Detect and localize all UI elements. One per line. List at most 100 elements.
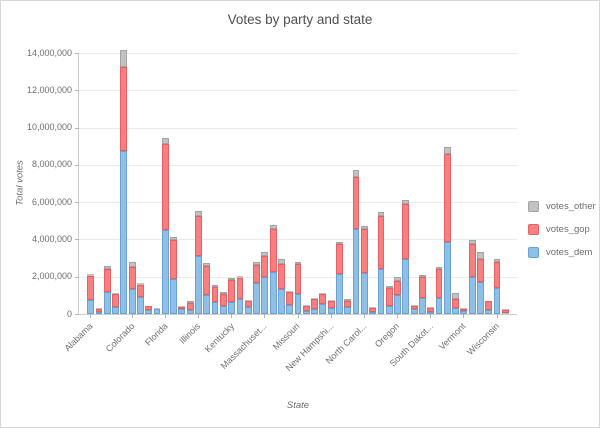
votes_other-segment[interactable] [95,308,103,309]
votes_gop-segment[interactable] [385,288,393,307]
votes_dem-segment[interactable] [369,312,377,314]
votes_gop-segment[interactable] [468,244,476,278]
votes_other-segment[interactable] [219,291,227,294]
votes_gop-segment[interactable] [394,280,401,296]
votes_other-segment[interactable] [435,267,443,270]
votes_other-segment[interactable] [302,304,310,306]
votes_other-segment[interactable] [369,307,377,308]
votes_other-segment[interactable] [352,170,360,177]
votes_other-segment[interactable] [278,259,285,264]
votes_other-segment[interactable] [311,298,318,300]
votes_dem-segment[interactable] [236,299,244,314]
votes_dem-segment[interactable] [493,288,501,314]
votes_gop-segment[interactable] [145,306,153,310]
votes_gop-segment[interactable] [178,306,186,310]
votes_other-segment[interactable] [485,300,493,302]
votes_dem-segment[interactable] [377,269,385,314]
votes_other-segment[interactable] [294,261,302,265]
votes_dem-segment[interactable] [302,310,310,314]
votes_gop-segment[interactable] [443,154,451,242]
votes_gop-segment[interactable] [302,305,310,311]
votes_dem-segment[interactable] [161,230,169,314]
votes_gop-segment[interactable] [236,277,244,300]
votes_dem-segment[interactable] [145,309,153,314]
votes_dem-segment[interactable] [352,229,360,314]
votes_dem-segment[interactable] [477,281,484,314]
votes_gop-segment[interactable] [228,279,236,303]
votes_other-segment[interactable] [410,305,418,306]
votes_dem-segment[interactable] [394,295,401,314]
votes_gop-segment[interactable] [352,176,360,230]
votes_other-segment[interactable] [203,263,211,266]
votes_dem-segment[interactable] [219,306,227,314]
votes_other-segment[interactable] [452,292,459,299]
votes_dem-segment[interactable] [319,303,327,314]
votes_gop-segment[interactable] [161,143,169,231]
votes_dem-segment[interactable] [460,310,468,314]
votes_gop-segment[interactable] [269,229,277,272]
votes_other-segment[interactable] [120,49,128,68]
votes_dem-segment[interactable] [120,150,128,314]
legend-item-votes_gop[interactable]: votes_gop [528,224,596,235]
votes_dem-segment[interactable] [443,241,451,314]
votes_other-segment[interactable] [443,146,451,155]
votes_dem-segment[interactable] [203,294,211,314]
votes_gop-segment[interactable] [112,294,119,307]
votes_dem-segment[interactable] [178,309,186,314]
votes_dem-segment[interactable] [452,308,459,314]
votes_dem-segment[interactable] [195,256,202,314]
votes_dem-segment[interactable] [112,306,119,314]
votes_dem-segment[interactable] [228,302,236,314]
votes_dem-segment[interactable] [211,301,219,314]
votes_other-segment[interactable] [186,300,194,303]
votes_dem-segment[interactable] [435,297,443,314]
votes_dem-segment[interactable] [344,306,352,314]
votes_gop-segment[interactable] [477,258,484,282]
votes_other-segment[interactable] [419,274,426,277]
votes_dem-segment[interactable] [286,304,294,314]
votes_other-segment[interactable] [137,283,144,285]
votes_dem-segment[interactable] [327,307,335,314]
votes_other-segment[interactable] [269,224,277,230]
votes_gop-segment[interactable] [278,263,285,289]
votes_other-segment[interactable] [385,286,393,289]
votes_dem-segment[interactable] [170,279,177,314]
votes_dem-segment[interactable] [278,288,285,314]
votes_gop-segment[interactable] [286,291,294,305]
votes_dem-segment[interactable] [410,309,418,314]
votes_other-segment[interactable] [402,200,410,205]
votes_other-segment[interactable] [394,276,401,281]
votes_gop-segment[interactable] [253,265,260,283]
votes_other-segment[interactable] [236,276,244,278]
votes_gop-segment[interactable] [170,240,177,279]
votes_gop-segment[interactable] [360,229,368,274]
votes_other-segment[interactable] [103,266,111,270]
votes_dem-segment[interactable] [261,276,269,314]
votes_other-segment[interactable] [211,284,219,287]
votes_gop-segment[interactable] [419,276,426,299]
votes_gop-segment[interactable] [120,67,128,151]
votes_gop-segment[interactable] [186,302,194,311]
votes_gop-segment[interactable] [319,294,327,304]
votes_other-segment[interactable] [468,239,476,245]
votes_gop-segment[interactable] [261,256,269,277]
votes_dem-segment[interactable] [485,310,493,314]
votes_gop-segment[interactable] [410,305,418,310]
votes_gop-segment[interactable] [195,216,202,257]
votes_other-segment[interactable] [261,252,269,257]
votes_gop-segment[interactable] [327,301,335,308]
votes_other-segment[interactable] [128,262,136,267]
votes_gop-segment[interactable] [244,301,252,308]
votes_gop-segment[interactable] [95,308,103,312]
votes_gop-segment[interactable] [501,309,509,313]
votes_dem-segment[interactable] [186,310,194,314]
votes_gop-segment[interactable] [435,269,443,298]
votes_dem-segment[interactable] [501,312,509,314]
votes_gop-segment[interactable] [294,264,302,295]
votes_dem-segment[interactable] [336,273,343,314]
votes_gop-segment[interactable] [377,216,385,270]
votes_gop-segment[interactable] [402,204,410,260]
votes_dem-segment[interactable] [244,307,252,314]
votes_dem-segment[interactable] [153,308,161,314]
votes_other-segment[interactable] [178,306,186,307]
